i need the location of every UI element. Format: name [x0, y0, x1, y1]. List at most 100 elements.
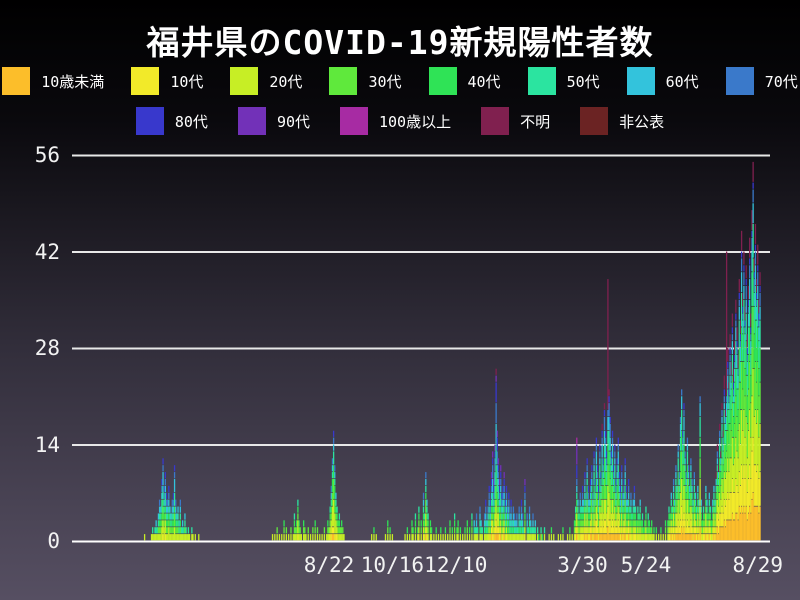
stacked-bar [566, 534, 569, 541]
stacked-bar [682, 430, 684, 541]
stacked-bar [488, 485, 490, 541]
stacked-bar [459, 527, 462, 541]
stacked-bar [481, 527, 483, 541]
stacked-bar [154, 527, 156, 541]
stacked-bar [276, 527, 278, 541]
stacked-bar [637, 506, 639, 541]
stacked-bar [518, 506, 520, 541]
stacked-bar [281, 534, 283, 541]
stacked-bar [175, 499, 177, 541]
stacked-bar [540, 527, 542, 541]
x-axis-label: 8/22 [303, 553, 355, 577]
stacked-bar [534, 520, 536, 541]
stacked-bar [192, 534, 194, 541]
stacked-bar [343, 534, 345, 541]
stacked-bar [528, 506, 531, 541]
stacked-bar [585, 492, 587, 541]
stacked-bar [384, 534, 387, 541]
legend-item: 10代 [131, 67, 203, 95]
stacked-bar [485, 499, 487, 541]
stacked-bar [581, 485, 584, 541]
stacked-bar [642, 527, 645, 541]
stacked-bar [720, 451, 722, 541]
stacked-bar [494, 444, 496, 541]
stacked-bar [391, 534, 394, 541]
stacked-bar [293, 513, 296, 541]
stacked-bar [685, 472, 687, 541]
stacked-bar [701, 520, 704, 541]
stacked-bar [304, 527, 306, 541]
legend-label: 100歳以上 [379, 112, 452, 131]
stacked-bar [299, 527, 301, 541]
stacked-bar [750, 313, 752, 541]
stacked-bar [755, 279, 758, 541]
stacked-bar [699, 396, 701, 541]
stacked-bar [630, 492, 632, 541]
stacked-bar [505, 485, 508, 541]
stacked-bar [731, 313, 734, 541]
stacked-bar [191, 527, 193, 541]
stacked-bar [713, 485, 715, 541]
stacked-bar [334, 465, 336, 541]
stacked-bar [619, 485, 622, 541]
stacked-bar [702, 506, 705, 541]
stacked-bar [493, 478, 495, 541]
stacked-bar [453, 513, 456, 541]
stacked-bar [579, 492, 581, 541]
stacked-bar [599, 444, 601, 541]
stacked-bar [521, 513, 524, 541]
stacked-bar [645, 506, 647, 541]
chart-title: 福井県のCOVID-19新規陽性者数 [146, 23, 654, 62]
stacked-bar [606, 451, 608, 541]
stacked-bar [734, 341, 736, 541]
stacked-bar [181, 520, 184, 541]
stacked-bar [626, 499, 629, 541]
stacked-bar [464, 527, 466, 541]
x-axis-label: 3/30 [557, 553, 608, 577]
stacked-bar [338, 513, 341, 541]
stacked-bar [404, 534, 406, 541]
stacked-bar [596, 465, 599, 541]
stacked-bar [524, 478, 526, 541]
stacked-bar [516, 513, 518, 541]
stacked-bar [520, 499, 523, 541]
stacked-bar [278, 534, 281, 541]
stacked-bar [375, 534, 377, 541]
stacked-bar [607, 279, 609, 541]
stacked-bar [501, 492, 503, 541]
x-axis-label: 5/24 [620, 553, 672, 577]
stacked-bar [160, 506, 162, 541]
stacked-bar [169, 506, 171, 541]
stacked-bar [550, 527, 553, 541]
stacked-bar [184, 513, 186, 541]
stacked-bar [506, 506, 509, 541]
stacked-bar [611, 430, 614, 541]
stacked-bar [331, 458, 334, 541]
stacked-bar [604, 430, 607, 541]
stacked-bar [314, 520, 316, 541]
stacked-bar [167, 499, 169, 541]
stacked-bar [409, 534, 411, 541]
stacked-bar [744, 306, 746, 541]
stacked-bar [510, 499, 512, 541]
stacked-bar [519, 520, 521, 541]
stacked-bar [312, 527, 314, 541]
legend-item: 不明 [481, 107, 550, 135]
stacked-bar [412, 527, 414, 541]
legend-item: 50代 [527, 67, 600, 95]
stacked-bar [429, 520, 432, 541]
legend-item: 80代 [135, 107, 208, 135]
stacked-bar [588, 499, 591, 541]
stacked-bar [172, 492, 175, 541]
stacked-bar [609, 416, 611, 541]
legend-swatch-icon [329, 67, 358, 95]
stacked-bar [339, 527, 342, 541]
legend-item: 100歳以上 [340, 107, 451, 135]
legend-label: 60代 [665, 72, 699, 91]
stacked-bar [341, 520, 343, 541]
stacked-bar [297, 499, 299, 541]
stacked-bar [602, 458, 604, 541]
stacked-bar [664, 520, 667, 541]
legend-label: 90代 [276, 112, 310, 131]
stacked-bar [594, 478, 596, 541]
